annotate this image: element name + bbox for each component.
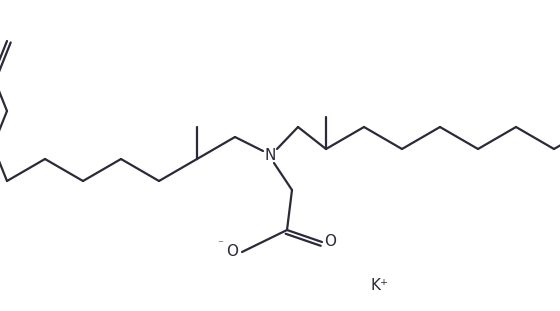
Text: K⁺: K⁺ <box>371 277 389 293</box>
Text: O: O <box>324 234 336 249</box>
Text: N: N <box>264 147 276 163</box>
Text: ⁻: ⁻ <box>217 239 223 249</box>
Text: O: O <box>226 244 238 259</box>
